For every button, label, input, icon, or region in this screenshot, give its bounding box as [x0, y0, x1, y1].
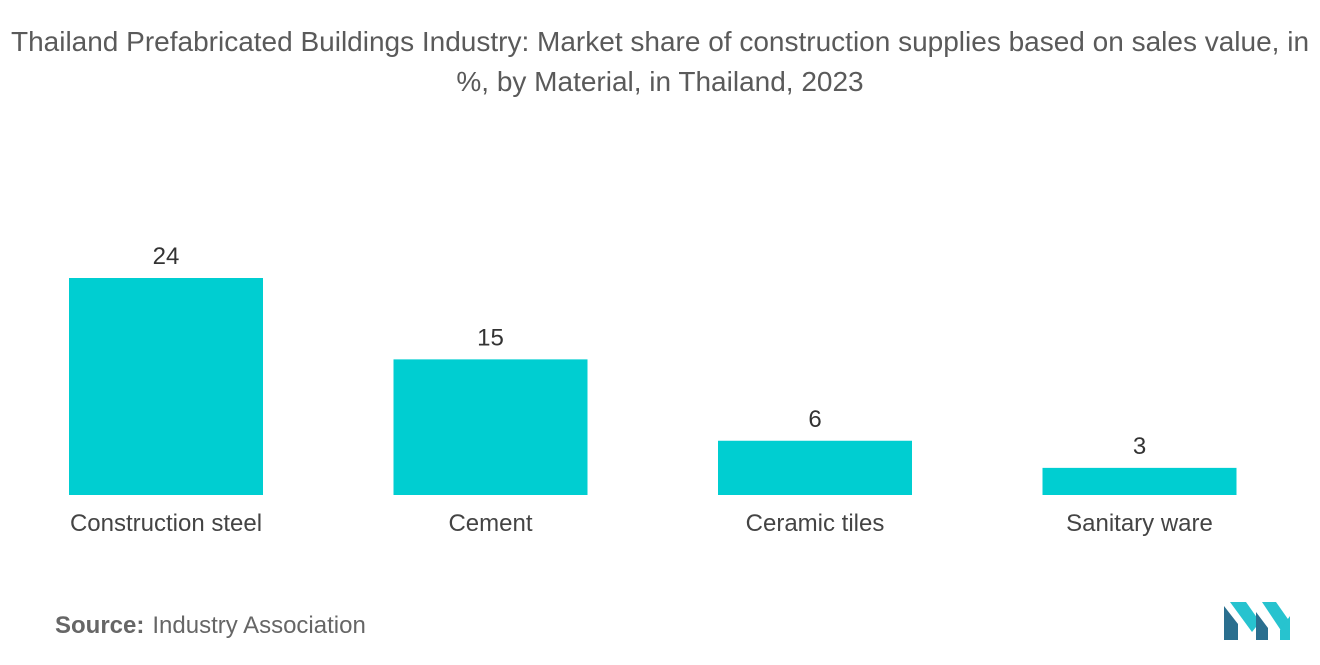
bar-ceramic-tiles [718, 440, 912, 495]
source-text: Industry Association [152, 612, 366, 639]
category-label: Ceramic tiles [746, 510, 885, 537]
bar-sanitary-ware [1042, 467, 1237, 495]
data-label: 24 [153, 243, 180, 270]
bar-construction-steel [69, 278, 263, 495]
bar-cement [393, 359, 588, 495]
category-label: Construction steel [70, 510, 262, 537]
bar-chart: 24 Construction steel 15 Cement 6 Ceramic til… [69, 243, 1237, 537]
data-label: 15 [477, 324, 504, 351]
chart-title: Thailand Prefabricated Buildings Industr… [10, 26, 1310, 97]
source-label: Source: [55, 612, 145, 639]
data-label: 3 [1133, 433, 1146, 460]
mordor-intelligence-logo-icon [1224, 602, 1290, 640]
category-label: Cement [448, 510, 532, 537]
source-note: Source: Industry Association [55, 612, 366, 640]
category-label: Sanitary ware [1066, 510, 1213, 537]
data-label: 6 [808, 406, 821, 433]
